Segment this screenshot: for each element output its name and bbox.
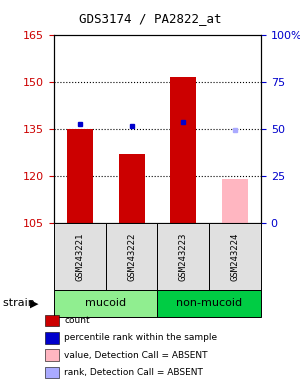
Text: GDS3174 / PA2822_at: GDS3174 / PA2822_at	[79, 12, 221, 25]
Text: percentile rank within the sample: percentile rank within the sample	[64, 333, 218, 343]
Bar	[170, 77, 196, 223]
Text: GSM243222: GSM243222	[127, 232, 136, 280]
Bar	[119, 154, 145, 223]
Text: ▶: ▶	[30, 298, 38, 308]
Text: strain: strain	[3, 298, 38, 308]
Text: GSM243221: GSM243221	[75, 232, 84, 280]
Text: count: count	[64, 316, 90, 325]
Bar	[222, 179, 248, 223]
Text: non-mucoid: non-mucoid	[176, 298, 242, 308]
Text: rank, Detection Call = ABSENT: rank, Detection Call = ABSENT	[64, 368, 203, 377]
Bar	[67, 129, 93, 223]
Text: value, Detection Call = ABSENT: value, Detection Call = ABSENT	[64, 351, 208, 360]
Text: GSM243224: GSM243224	[231, 232, 240, 280]
Text: GSM243223: GSM243223	[179, 232, 188, 280]
Text: mucoid: mucoid	[85, 298, 126, 308]
